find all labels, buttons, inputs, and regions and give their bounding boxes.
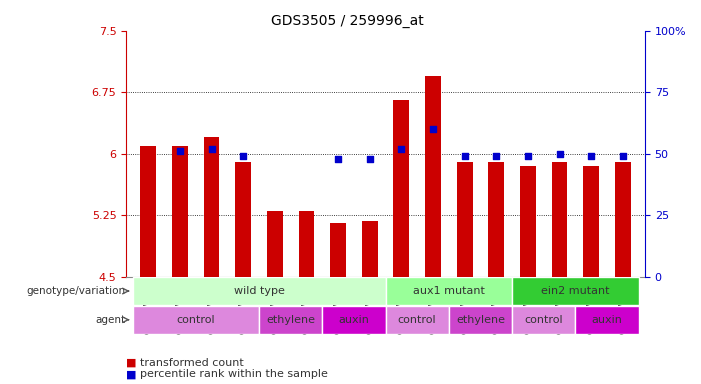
Bar xyxy=(140,146,156,277)
Point xyxy=(206,146,217,152)
Text: ethylene: ethylene xyxy=(456,315,505,325)
Bar xyxy=(362,221,378,277)
Point xyxy=(554,151,565,157)
FancyBboxPatch shape xyxy=(259,306,322,334)
Bar xyxy=(236,162,251,277)
Point xyxy=(459,153,470,159)
Text: ethylene: ethylene xyxy=(266,315,315,325)
Text: GDS3505 / 259996_at: GDS3505 / 259996_at xyxy=(271,14,424,28)
Point xyxy=(522,153,533,159)
Bar xyxy=(615,162,631,277)
FancyBboxPatch shape xyxy=(512,306,576,334)
Point xyxy=(396,146,407,152)
Bar xyxy=(393,100,409,277)
Point xyxy=(175,148,186,154)
FancyBboxPatch shape xyxy=(132,277,386,305)
FancyBboxPatch shape xyxy=(132,306,259,334)
FancyBboxPatch shape xyxy=(576,306,639,334)
Bar xyxy=(552,162,567,277)
Text: auxin: auxin xyxy=(592,315,622,325)
Bar xyxy=(330,223,346,277)
Point xyxy=(491,153,502,159)
Text: agent: agent xyxy=(95,315,125,325)
FancyBboxPatch shape xyxy=(386,277,512,305)
Text: genotype/variation: genotype/variation xyxy=(27,286,125,296)
Point xyxy=(332,156,343,162)
Text: ■: ■ xyxy=(126,358,137,368)
Bar xyxy=(172,146,188,277)
Text: control: control xyxy=(524,315,563,325)
Text: percentile rank within the sample: percentile rank within the sample xyxy=(140,369,328,379)
FancyBboxPatch shape xyxy=(512,277,639,305)
Bar xyxy=(425,76,441,277)
Bar xyxy=(299,211,314,277)
Text: control: control xyxy=(398,315,437,325)
FancyBboxPatch shape xyxy=(386,306,449,334)
Point xyxy=(428,126,439,132)
Text: auxin: auxin xyxy=(339,315,369,325)
Text: transformed count: transformed count xyxy=(140,358,244,368)
Point xyxy=(617,153,628,159)
Point xyxy=(585,153,597,159)
Text: ein2 mutant: ein2 mutant xyxy=(541,286,610,296)
FancyBboxPatch shape xyxy=(449,306,512,334)
Text: wild type: wild type xyxy=(233,286,285,296)
Bar xyxy=(457,162,472,277)
Bar xyxy=(583,166,599,277)
Bar xyxy=(204,137,219,277)
Point xyxy=(238,153,249,159)
Bar xyxy=(267,211,283,277)
Text: ■: ■ xyxy=(126,369,137,379)
Point xyxy=(364,156,375,162)
Text: aux1 mutant: aux1 mutant xyxy=(413,286,485,296)
Bar xyxy=(489,162,504,277)
FancyBboxPatch shape xyxy=(322,306,386,334)
Bar xyxy=(520,166,536,277)
Text: control: control xyxy=(177,315,215,325)
